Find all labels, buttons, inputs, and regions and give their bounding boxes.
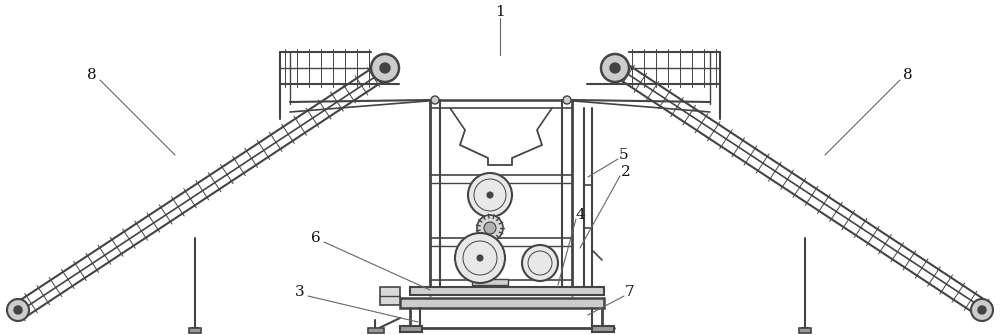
Text: 8: 8 [87, 68, 97, 82]
Bar [400, 298, 604, 308]
Text: 1: 1 [495, 5, 505, 19]
Circle shape [14, 306, 22, 314]
Circle shape [563, 96, 571, 104]
Text: 7: 7 [625, 285, 635, 299]
Circle shape [601, 54, 629, 82]
Text: 6: 6 [311, 231, 321, 245]
Text: 2: 2 [621, 165, 631, 179]
Circle shape [978, 306, 986, 314]
Circle shape [610, 63, 620, 73]
Text: 8: 8 [903, 68, 913, 82]
Bar [592, 326, 614, 332]
Text: 3: 3 [295, 285, 305, 299]
Bar [400, 326, 422, 332]
Circle shape [371, 54, 399, 82]
Bar [368, 328, 384, 333]
Bar [410, 287, 604, 295]
Circle shape [477, 255, 483, 261]
Circle shape [971, 299, 993, 321]
Text: 5: 5 [619, 148, 629, 162]
Bar [799, 328, 811, 333]
Bar [189, 328, 201, 333]
Text: 4: 4 [575, 208, 585, 222]
Circle shape [7, 299, 29, 321]
Circle shape [484, 222, 496, 234]
Circle shape [522, 245, 558, 281]
Circle shape [487, 192, 493, 198]
Circle shape [431, 96, 439, 104]
Circle shape [477, 215, 503, 241]
Bar [472, 279, 508, 285]
Bar [380, 287, 400, 305]
Circle shape [455, 233, 505, 283]
Circle shape [468, 173, 512, 217]
Circle shape [380, 63, 390, 73]
